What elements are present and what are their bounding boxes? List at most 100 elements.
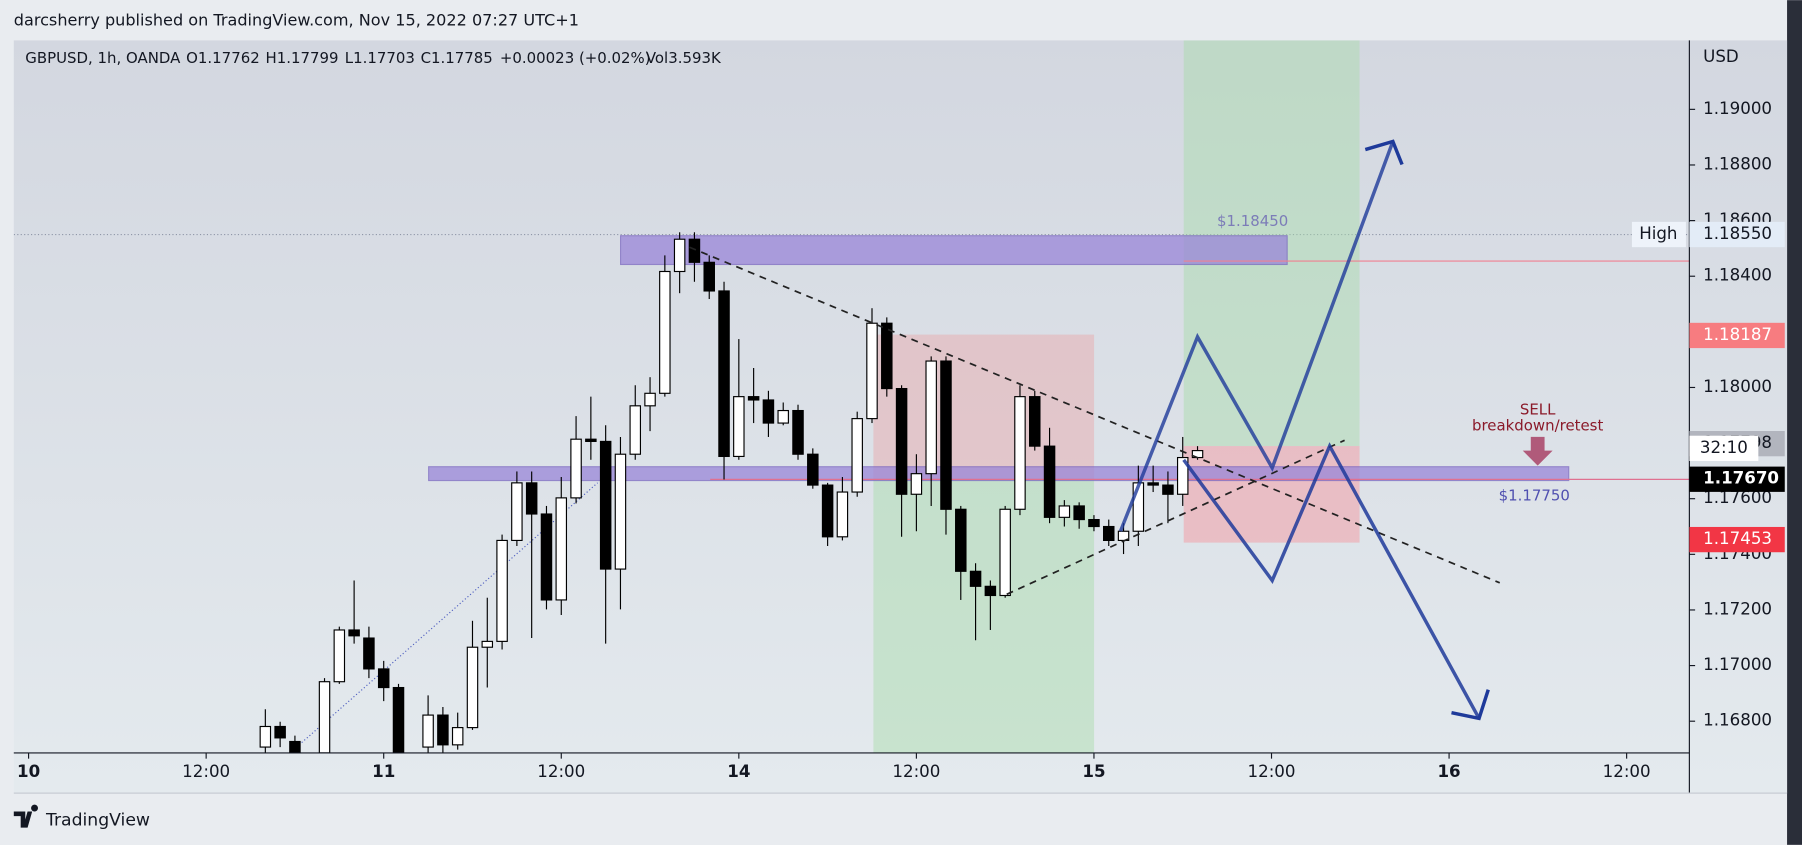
bull-path [1118, 140, 1395, 532]
candle-body [348, 629, 360, 637]
trend-line [296, 482, 598, 748]
candle-body [673, 238, 686, 273]
footer: TradingView [13, 804, 150, 831]
candle-body [762, 399, 775, 424]
candle-body [703, 261, 715, 292]
x-tick-label: 12:00 [1603, 762, 1651, 781]
candle-body [777, 409, 789, 424]
candle-body [437, 714, 449, 746]
legend-open: O1.17762 [186, 49, 260, 67]
price-label: 1.18550 [1703, 224, 1772, 243]
candle-body [333, 629, 346, 683]
x-tick-label: 12:00 [182, 762, 230, 781]
candle-body [555, 497, 568, 601]
y-tick-label: 1.16800 [1703, 711, 1772, 730]
price-label-box [1689, 322, 1785, 349]
price-label-box [1689, 526, 1785, 553]
price-label: 1.17453 [1703, 529, 1772, 548]
candle-body [821, 484, 834, 538]
annotation: breakdown/retest [1472, 417, 1603, 435]
candle-body [511, 482, 523, 542]
candle-body [851, 418, 863, 493]
price-tag-box [1631, 221, 1686, 248]
candle-body [718, 290, 730, 458]
x-tick-label: 12:00 [1248, 762, 1296, 781]
drawings [13, 40, 1690, 753]
candle-body [1088, 518, 1100, 528]
candle-body [392, 686, 405, 753]
legend-close: C1.17785 [421, 49, 493, 67]
candle-body [733, 396, 745, 458]
x-tick-label: 10 [17, 762, 40, 781]
x-tick-label: 12:00 [537, 762, 585, 781]
candle-body [1043, 445, 1056, 518]
candle-body [629, 405, 642, 455]
candle-body [540, 513, 553, 601]
candle-body [1014, 396, 1026, 510]
price-label-box [1689, 466, 1785, 492]
candle-body [422, 714, 434, 748]
legend-symbol: GBPUSD, 1h, OANDA [25, 49, 181, 67]
candle-body [792, 409, 804, 455]
candle-body [1162, 484, 1174, 495]
candle-body [274, 725, 286, 739]
stop-zone [1183, 446, 1360, 543]
candles [259, 232, 1204, 753]
stop-zone [873, 334, 1095, 480]
y-tick-label: 1.18400 [1703, 266, 1772, 285]
window-edge [1787, 0, 1802, 845]
countdown: 32:10 [1700, 438, 1748, 457]
overlay: $1.18450 $1.17750 SELL breakdown/retest [689, 139, 1603, 721]
support-zone [428, 466, 1570, 482]
x-tick-label: 14 [727, 762, 750, 781]
countdown-box [1689, 435, 1759, 461]
candle-body [910, 473, 923, 495]
candle-body [259, 725, 272, 748]
y-tick-label: 1.18000 [1703, 377, 1772, 396]
candle-body [866, 322, 878, 420]
candle-body [688, 238, 701, 263]
candle-body [451, 727, 464, 746]
candle-body [496, 539, 508, 642]
candle-body [940, 360, 952, 510]
x-tick-label: 11 [372, 762, 395, 781]
candle-body [525, 482, 538, 515]
trend-line [1006, 439, 1345, 596]
candle-body [925, 360, 937, 475]
y-tick-label: 1.19000 [1703, 99, 1772, 118]
price-tag: High [1639, 224, 1677, 243]
legend: GBPUSD, 1h, OANDA O1.17762 H1.17799 L1.1… [25, 49, 722, 67]
candle-body [289, 740, 301, 753]
candle-body [1147, 482, 1159, 486]
candle-body [807, 453, 819, 486]
candle-body [747, 396, 760, 401]
candle-body [895, 388, 908, 495]
candle-body [881, 322, 893, 390]
publisher: darcsherry published on TradingView.com,… [14, 10, 579, 29]
x-tick-label: 12:00 [892, 762, 940, 781]
legend-high: H1.17799 [265, 49, 338, 67]
legend-volume: Vol3.593K [646, 49, 722, 67]
candle-body [969, 570, 982, 587]
candle-body [363, 637, 375, 670]
candle-body [614, 453, 627, 570]
candle-body [955, 508, 967, 572]
candle-body [836, 491, 849, 538]
price-label: 1.18187 [1703, 325, 1772, 344]
legend-change: +0.00023 (+0.02%) [500, 49, 651, 67]
arrow-head [1364, 139, 1404, 166]
price-label: 1.17670 [1703, 469, 1779, 488]
target-zone [873, 479, 1095, 753]
y-tick-label: 1.17600 [1703, 488, 1772, 507]
candle-body [481, 640, 494, 648]
legend-low: L1.17703 [345, 49, 415, 67]
candle-body [1176, 456, 1189, 495]
resistance-zone [620, 235, 1288, 266]
candle-body [318, 681, 331, 753]
brand: TradingView [45, 811, 150, 831]
price-label-box [1689, 221, 1785, 248]
candle-body [570, 438, 582, 499]
